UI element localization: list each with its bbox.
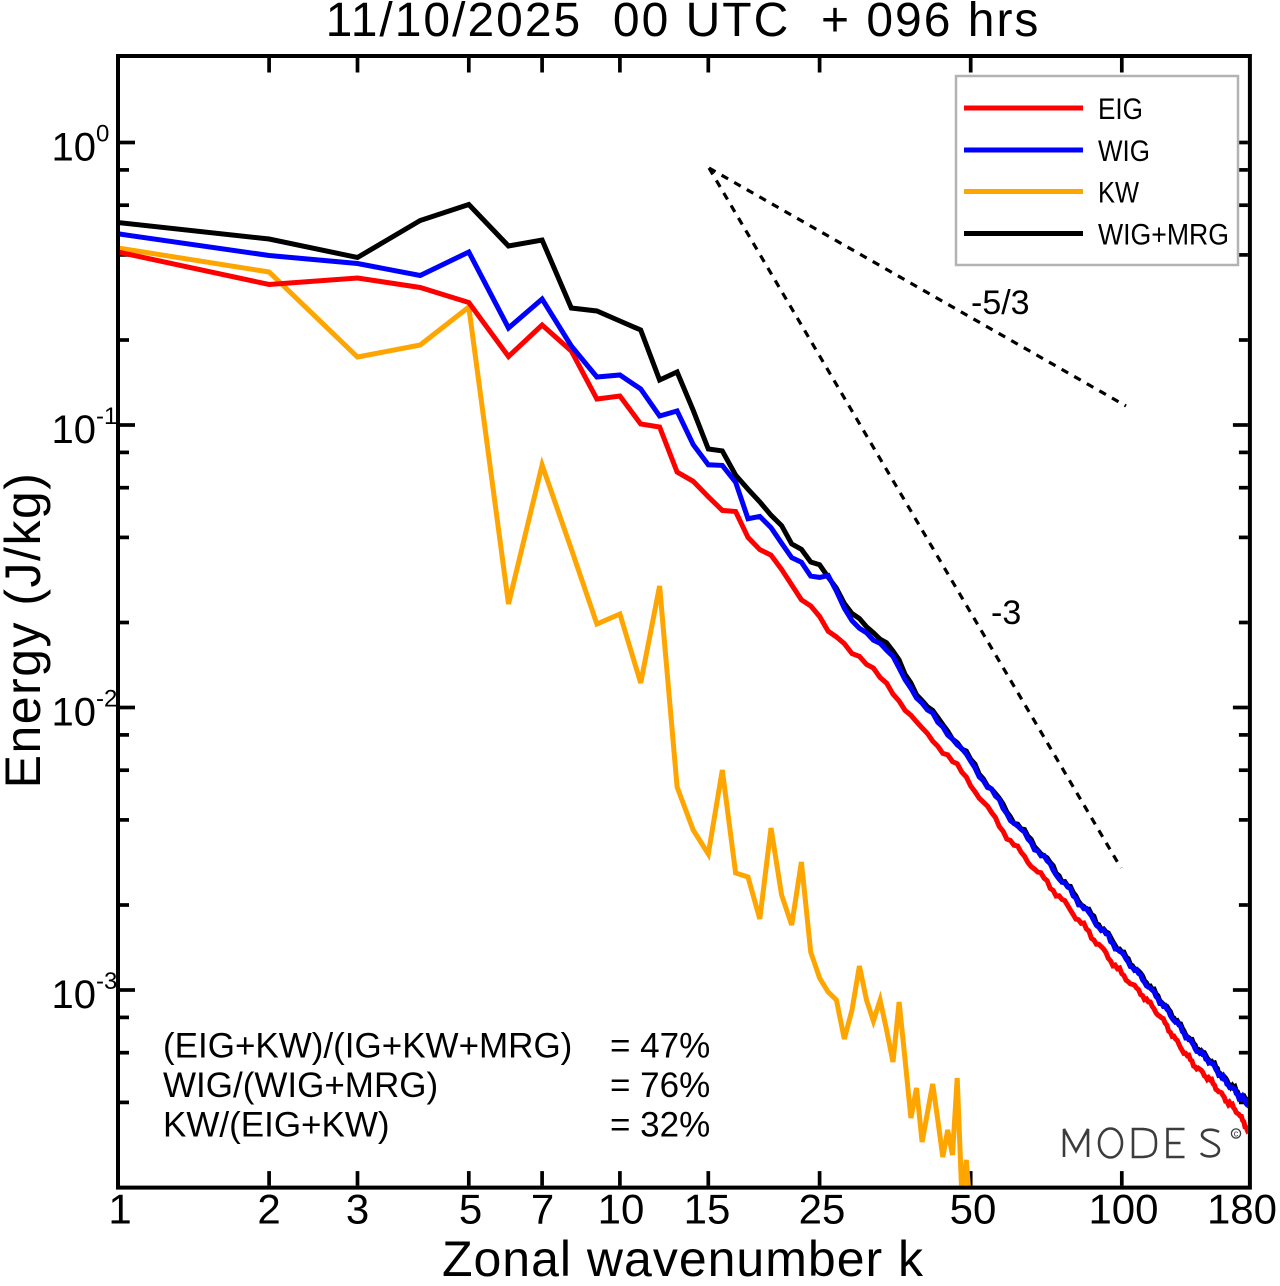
- svg-text:1: 1: [108, 1186, 131, 1233]
- svg-text:3: 3: [346, 1186, 369, 1233]
- svg-text:10: 10: [52, 125, 97, 169]
- svg-text:(EIG+KW)/(IG+KW+MRG): (EIG+KW)/(IG+KW+MRG): [163, 1027, 572, 1066]
- svg-text:10: 10: [52, 973, 97, 1017]
- svg-text:7: 7: [531, 1186, 554, 1233]
- svg-text:11/10/2025 00 UTC + 096 hrs: 11/10/2025 00 UTC + 096 hrs: [326, 0, 1041, 47]
- svg-text:10: 10: [598, 1186, 645, 1233]
- svg-text:50: 50: [950, 1186, 997, 1233]
- svg-text:= 32%: = 32%: [610, 1106, 710, 1145]
- svg-text:15: 15: [684, 1186, 731, 1233]
- svg-text:-1: -1: [96, 403, 117, 430]
- svg-text:180: 180: [1207, 1186, 1277, 1233]
- svg-text:KW/(EIG+KW): KW/(EIG+KW): [163, 1106, 390, 1145]
- svg-text:10: 10: [52, 690, 97, 734]
- svg-text:-2: -2: [96, 686, 117, 713]
- svg-text:EIG: EIG: [1098, 93, 1143, 126]
- svg-text:-3: -3: [96, 968, 117, 995]
- svg-text:WIG+MRG: WIG+MRG: [1098, 219, 1229, 252]
- svg-text:10: 10: [52, 408, 97, 452]
- svg-text:25: 25: [799, 1186, 846, 1233]
- svg-text:WIG/(WIG+MRG): WIG/(WIG+MRG): [163, 1066, 438, 1105]
- svg-text:5: 5: [459, 1186, 482, 1233]
- svg-text:KW: KW: [1098, 177, 1140, 210]
- svg-text:c: c: [1234, 1129, 1239, 1139]
- svg-text:= 47%: = 47%: [610, 1027, 710, 1066]
- svg-text:Energy (J/kg): Energy (J/kg): [0, 472, 51, 789]
- svg-text:0: 0: [96, 121, 109, 148]
- svg-text:-3: -3: [991, 594, 1021, 632]
- svg-text:2: 2: [257, 1186, 280, 1233]
- svg-text:100: 100: [1088, 1186, 1158, 1233]
- svg-text:Zonal wavenumber k: Zonal wavenumber k: [442, 1231, 924, 1281]
- svg-text:= 76%: = 76%: [610, 1066, 710, 1105]
- svg-text:-5/3: -5/3: [971, 284, 1030, 322]
- svg-text:WIG: WIG: [1098, 135, 1150, 168]
